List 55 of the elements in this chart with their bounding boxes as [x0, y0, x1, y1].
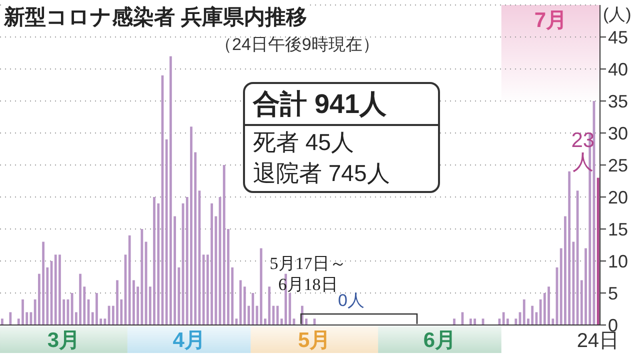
bar: [22, 299, 24, 325]
bar: [268, 286, 271, 325]
bar: [474, 318, 476, 325]
bar: [104, 318, 106, 325]
bar: [9, 312, 12, 325]
bar: [79, 274, 82, 325]
y-tick-label: 45: [608, 27, 628, 48]
bar: [1, 318, 4, 325]
bar: [58, 254, 61, 325]
bar: [54, 254, 57, 325]
month-strip: 4月: [127, 326, 251, 353]
bar: [568, 171, 571, 325]
bar: [284, 274, 287, 325]
bar: [260, 248, 262, 325]
bar: [128, 235, 131, 325]
bar: [239, 280, 242, 325]
annotation: 7月: [534, 9, 568, 32]
annotation: 死者 45人: [252, 128, 355, 157]
bar: [202, 254, 205, 325]
y-tick-label: 25: [608, 155, 628, 176]
bar: [453, 318, 456, 325]
bar: [531, 306, 534, 325]
bar: [210, 203, 213, 325]
bar: [42, 242, 44, 325]
y-axis-title: (人): [603, 4, 632, 26]
y-tick-label: 15: [608, 219, 628, 240]
bar: [252, 293, 254, 325]
y-tick-label: 40: [608, 59, 628, 80]
month-strip: 5月: [250, 326, 378, 353]
bar: [522, 299, 526, 325]
bar: [222, 165, 226, 325]
bar: [596, 178, 600, 325]
text: （24日午後9時現在）: [215, 34, 380, 56]
bar: [140, 229, 144, 325]
month-strip: 6月: [378, 326, 502, 353]
month-strip: 3月: [0, 326, 128, 353]
bar: [190, 126, 192, 325]
bar: [116, 280, 118, 325]
bar: [153, 197, 156, 325]
y-tick-label: 5: [608, 283, 618, 304]
annotation: 退院者 745人: [252, 159, 391, 188]
bar: [548, 286, 550, 325]
y-tick-label: 20: [608, 187, 628, 208]
bar: [502, 312, 505, 325]
bar: [469, 318, 472, 325]
y-tick-label: 10: [608, 251, 628, 272]
y-tick-label: 35: [608, 91, 628, 112]
chart-title: 新型コロナ感染者 兵庫県内推移: [4, 3, 307, 31]
bar: [514, 318, 518, 325]
annotation: 合計 941人: [245, 84, 438, 126]
summary-box: 合計 941人 死者 45人 退院者 745人: [243, 82, 440, 193]
y-tick-label: 30: [608, 123, 628, 144]
bar: [96, 293, 98, 325]
bar: [70, 293, 74, 325]
bar: [169, 56, 172, 325]
